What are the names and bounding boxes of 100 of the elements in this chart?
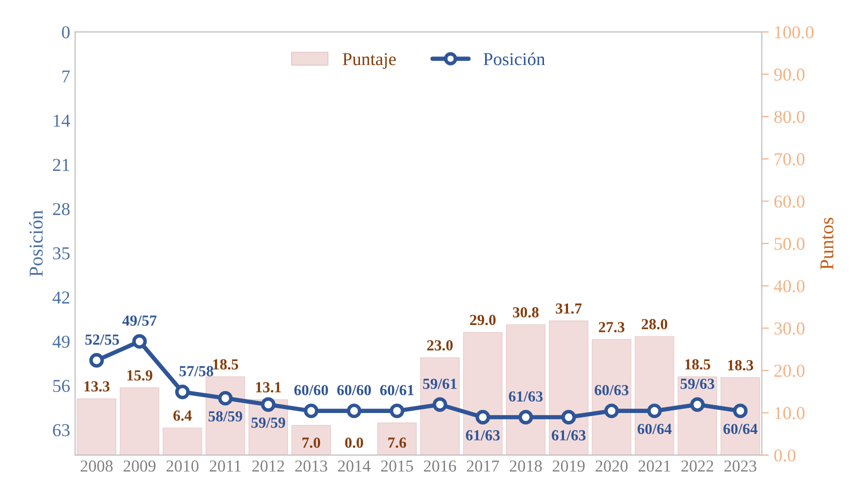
data-label: 18.3 — [728, 360, 754, 370]
data-label: 0.0 — [345, 438, 364, 448]
bar — [162, 428, 202, 456]
bar — [592, 339, 632, 456]
x-tick-label: 2009 — [124, 460, 156, 472]
point — [218, 390, 233, 406]
data-label: 7.0 — [302, 438, 320, 448]
x-tick-label: 2014 — [338, 460, 370, 472]
bar — [291, 425, 331, 456]
point — [175, 384, 190, 400]
data-label: 29.0 — [470, 314, 496, 326]
y2-axis-title: Puntos — [820, 218, 834, 270]
x-tick-label: 2013 — [295, 460, 328, 472]
point — [476, 410, 490, 424]
data-label: 13.1 — [256, 382, 281, 392]
point — [733, 404, 748, 418]
legend-label: Posición — [484, 52, 545, 66]
data-label: 60/61 — [380, 384, 414, 396]
data-label: 58/59 — [208, 411, 242, 422]
data-label: 6.4 — [173, 410, 192, 421]
y-tick-label: 7 — [62, 70, 70, 82]
data-label: 15.9 — [127, 370, 152, 381]
data-label: 61/63 — [552, 430, 586, 440]
data-label: 49/57 — [122, 316, 157, 326]
data-label: 23.0 — [427, 340, 453, 351]
y2-tick-label: 10.0 — [775, 407, 804, 420]
data-label: 60/60 — [337, 384, 371, 396]
point — [432, 397, 448, 412]
x-tick-label: 2011 — [210, 460, 241, 472]
point — [346, 404, 362, 418]
point — [304, 404, 318, 418]
y-tick-label: 63 — [53, 424, 70, 436]
data-label: 61/63 — [508, 391, 543, 402]
x-tick-label: 2022 — [681, 460, 714, 472]
y-tick-label: 14 — [54, 114, 70, 127]
y-tick-label: 35 — [53, 247, 70, 260]
bar — [420, 357, 460, 456]
data-label: 59/63 — [680, 378, 714, 389]
x-tick-label: 2010 — [166, 460, 198, 472]
x-tick-label: 2017 — [466, 460, 500, 472]
data-label: 60/64 — [723, 424, 758, 434]
data-label: 59/61 — [423, 378, 457, 389]
bar — [548, 320, 588, 456]
y-tick-label: 49 — [52, 336, 70, 348]
data-label: 60/60 — [294, 384, 328, 396]
x-tick-label: 2016 — [424, 460, 456, 472]
data-label: 60/63 — [594, 384, 628, 396]
y2-tick-label: 30.0 — [774, 322, 804, 335]
bar — [678, 376, 718, 456]
bar — [377, 422, 417, 456]
data-label: 13.3 — [84, 381, 110, 392]
data-label: 7.6 — [388, 438, 406, 448]
x-tick-label: 2018 — [510, 460, 542, 472]
x-tick-label: 2012 — [252, 460, 284, 472]
x-tick-label: 2015 — [381, 460, 414, 472]
y2-tick-label: 20.0 — [774, 364, 804, 377]
bar — [120, 387, 160, 456]
point — [518, 410, 534, 424]
bar — [206, 376, 246, 456]
y2-tick-label: 50.0 — [774, 238, 804, 250]
y2-tick-label: 90.0 — [774, 68, 804, 81]
point — [132, 334, 147, 349]
bar — [76, 398, 116, 456]
y2-tick-label: 80.0 — [774, 110, 804, 124]
data-label: 59/59 — [251, 418, 286, 428]
point — [690, 397, 705, 412]
data-label: 52/55 — [85, 334, 120, 345]
y-axis-title: Posición — [29, 210, 43, 276]
legend-label: Puntaje — [342, 53, 396, 69]
data-label: 27.3 — [598, 322, 624, 332]
x-tick-label: 2008 — [80, 460, 113, 472]
data-label: 18.5 — [685, 359, 710, 370]
y2-tick-label: 100.0 — [775, 26, 814, 38]
point — [604, 404, 619, 418]
x-tick-label: 2023 — [724, 460, 756, 472]
bar — [720, 377, 760, 456]
data-label: 31.7 — [556, 303, 582, 314]
point — [260, 397, 276, 412]
y2-tick-label: 40.0 — [774, 280, 804, 292]
data-label: 28.0 — [642, 319, 668, 330]
y-tick-label: 56 — [53, 380, 70, 392]
y2-tick-label: 0.0 — [774, 449, 796, 462]
bar — [463, 332, 503, 456]
point — [647, 404, 662, 418]
data-label: 60/64 — [638, 424, 672, 434]
x-tick-label: 2019 — [552, 460, 585, 472]
y-tick-label: 21 — [53, 158, 70, 171]
y-tick-label: 42 — [52, 292, 70, 304]
data-label: 57/58 — [180, 366, 214, 376]
y-tick-label: 0 — [62, 26, 70, 38]
x-tick-label: 2020 — [596, 460, 628, 472]
data-label: 30.8 — [512, 307, 539, 318]
y2-tick-label: 60.0 — [774, 195, 804, 208]
bar — [634, 336, 674, 456]
point — [89, 353, 104, 368]
point — [390, 404, 404, 418]
y-tick-label: 28 — [53, 203, 70, 216]
bar — [506, 324, 546, 456]
y2-tick-label: 70.0 — [774, 153, 804, 166]
x-tick-label: 2021 — [638, 460, 670, 472]
